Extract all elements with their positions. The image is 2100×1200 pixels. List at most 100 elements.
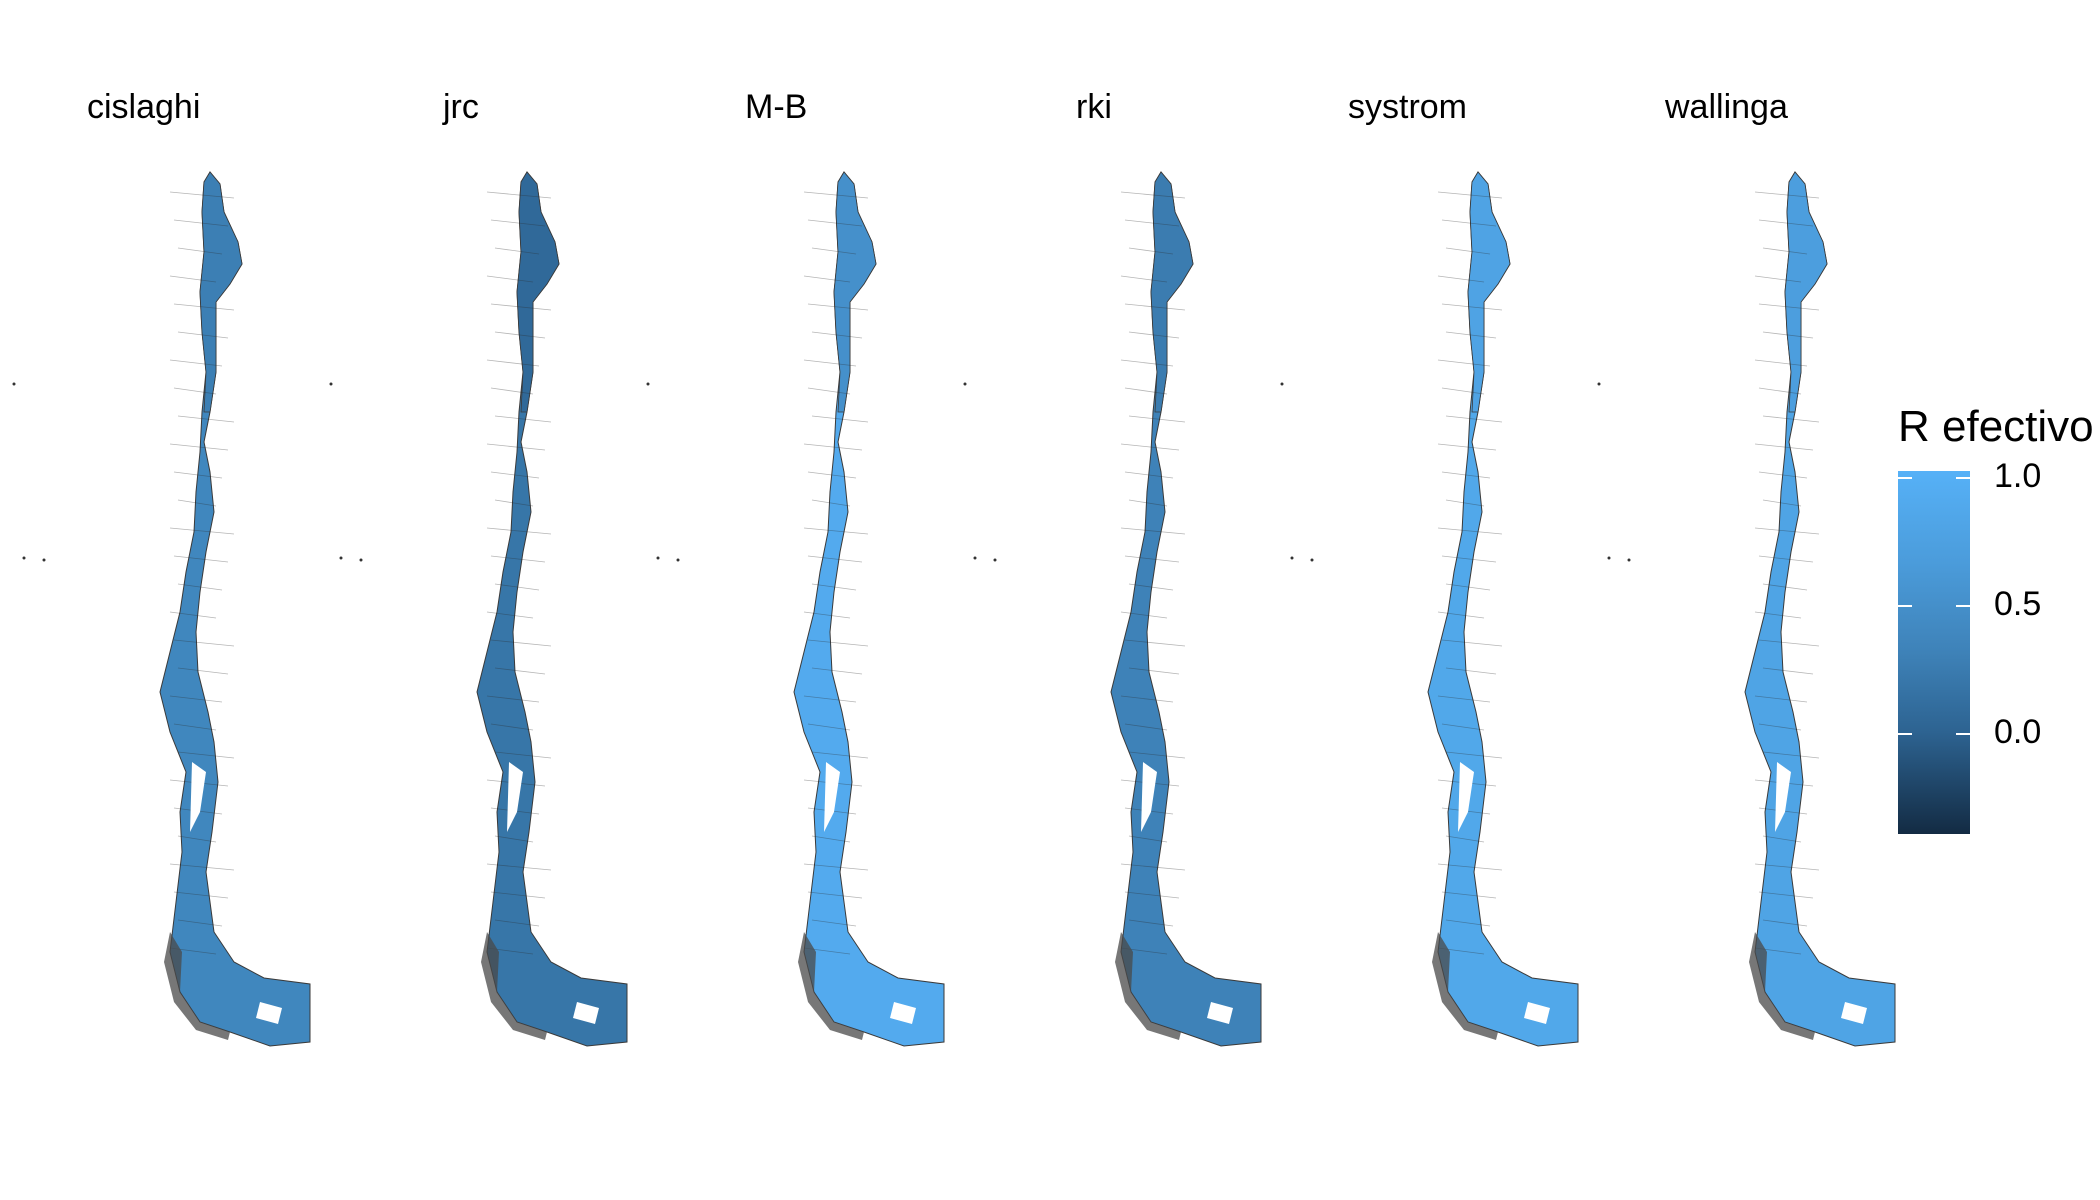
region-boundary — [490, 639, 552, 647]
island-speck — [339, 556, 343, 560]
southern-coastline — [1432, 932, 1498, 1040]
region-boundary — [490, 219, 546, 227]
region-boundary — [490, 387, 534, 395]
region-boundary — [486, 695, 540, 703]
region-boundary — [811, 499, 851, 507]
region-boundary — [807, 723, 851, 731]
region-boundary — [1754, 443, 1814, 451]
region-boundary — [486, 359, 540, 367]
region-boundary — [1124, 639, 1186, 647]
region-boundary — [1437, 191, 1503, 199]
region-boundary — [1128, 331, 1180, 339]
island-speck — [993, 558, 997, 562]
region-boundary — [1441, 639, 1503, 647]
region-boundary — [1445, 835, 1485, 843]
region-boundary — [1758, 219, 1814, 227]
region-boundary — [811, 919, 857, 927]
map-panel-wallinga — [1597, 171, 1896, 1047]
region-boundary — [486, 527, 552, 535]
region-boundary — [1120, 863, 1186, 871]
region-boundary — [1758, 471, 1808, 479]
region-boundary — [1441, 723, 1485, 731]
region-boundary — [1120, 611, 1168, 619]
region-boundary — [169, 611, 217, 619]
region-boundary — [1437, 695, 1491, 703]
region-boundary — [486, 275, 534, 283]
region-boundary — [173, 555, 229, 563]
island-speck — [646, 382, 650, 386]
region-boundary — [1124, 219, 1180, 227]
region-boundary — [490, 471, 540, 479]
region-boundary — [177, 331, 229, 339]
region-boundary — [803, 359, 857, 367]
country-shape — [476, 171, 628, 1047]
region-boundary — [173, 723, 217, 731]
island-speck — [1310, 558, 1314, 562]
panel-title-rki: rki — [1076, 88, 1112, 126]
region-boundary — [177, 415, 235, 423]
region-boundary — [177, 751, 235, 759]
country-shape — [159, 171, 311, 1047]
region-boundary — [1437, 275, 1485, 283]
region-boundary — [1441, 471, 1491, 479]
map-panel-rki — [963, 171, 1262, 1047]
north-regions — [516, 171, 560, 413]
region-boundary — [1441, 387, 1485, 395]
region-boundary — [1754, 863, 1820, 871]
panel-title-systrom: systrom — [1348, 88, 1467, 126]
region-boundary — [1762, 919, 1808, 927]
north-regions — [1784, 171, 1828, 413]
region-boundary — [1754, 359, 1808, 367]
island-speck — [359, 558, 363, 562]
fjord-gap — [1458, 762, 1550, 1024]
region-boundary — [177, 835, 217, 843]
region-boundary — [1754, 527, 1820, 535]
region-boundary — [1754, 611, 1802, 619]
region-boundary — [490, 555, 546, 563]
region-boundary — [1445, 247, 1491, 255]
region-boundary — [803, 443, 863, 451]
region-boundary — [1758, 891, 1814, 899]
legend-label-0: 0.0 — [1994, 713, 2042, 751]
region-boundary — [1445, 583, 1491, 591]
region-boundary — [1120, 359, 1174, 367]
region-boundary — [811, 835, 851, 843]
region-boundary — [1128, 751, 1186, 759]
region-boundary — [1762, 247, 1808, 255]
island-speck — [22, 556, 26, 560]
region-boundary — [1762, 499, 1802, 507]
region-boundary — [177, 583, 223, 591]
region-boundary — [1754, 275, 1802, 283]
island-speck — [1597, 382, 1601, 386]
north-regions — [833, 171, 877, 413]
region-boundary — [1124, 471, 1174, 479]
island-speck — [1280, 382, 1284, 386]
legend-label-1: 1.0 — [1994, 457, 2042, 495]
country-shape — [1744, 171, 1896, 1047]
region-boundary — [169, 527, 235, 535]
region-boundary — [169, 359, 223, 367]
north-regions — [1467, 171, 1511, 413]
region-boundary — [1128, 247, 1174, 255]
region-boundary — [486, 863, 552, 871]
region-boundary — [803, 191, 869, 199]
legend-color-bar — [1898, 471, 1970, 834]
island-speck — [329, 382, 333, 386]
region-boundary — [1124, 303, 1186, 311]
island-speck — [1627, 558, 1631, 562]
map-panel-mb — [646, 171, 945, 1047]
region-boundary — [1128, 583, 1174, 591]
region-boundary — [1445, 751, 1503, 759]
region-boundary — [807, 387, 851, 395]
southern-coastline — [164, 932, 230, 1040]
region-boundary — [486, 191, 552, 199]
north-regions — [199, 171, 243, 413]
island-speck — [656, 556, 660, 560]
region-boundary — [494, 583, 540, 591]
panel-title-jrc: jrc — [443, 88, 479, 126]
region-boundary — [490, 723, 534, 731]
panel-title-mb: M-B — [745, 88, 808, 126]
fjord-gap — [824, 762, 916, 1024]
region-boundary — [494, 751, 552, 759]
region-boundary — [1762, 751, 1820, 759]
